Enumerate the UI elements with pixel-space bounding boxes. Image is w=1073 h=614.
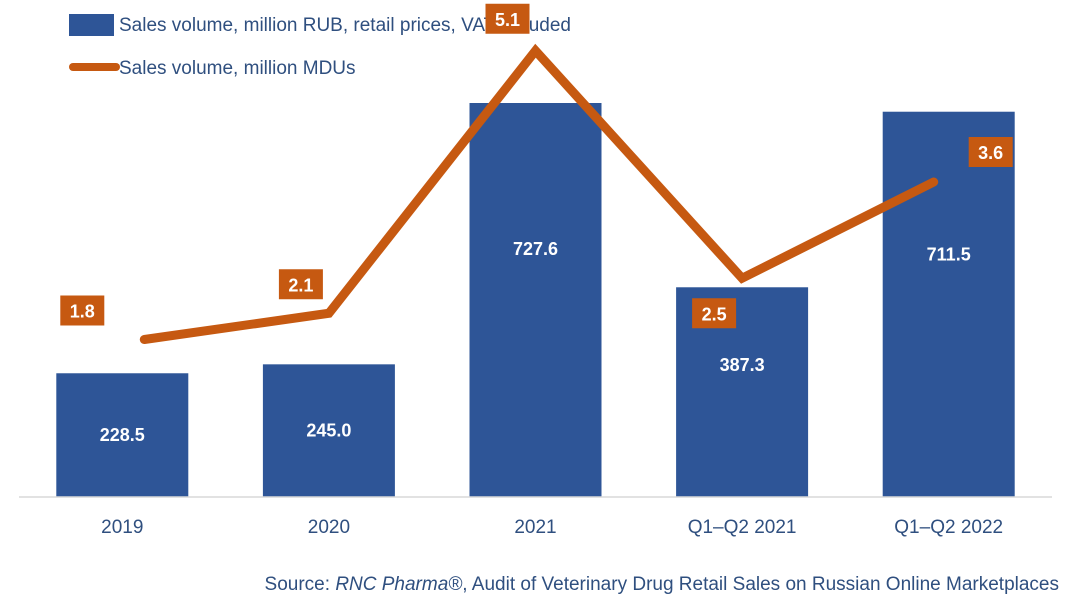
line-data-label: 5.1 [495,10,520,30]
x-ticks: 2019 2020 2021 Q1–Q2 2021 Q1–Q2 2022 [101,517,1003,538]
series-line [139,43,939,344]
legend: Sales volume, million RUB, retail prices… [69,14,571,79]
line-data-label: 1.8 [70,302,95,322]
legend-label-line: Sales volume, million MDUs [119,58,356,79]
line-labels: 1.8 2.1 5.1 2.5 3.6 [60,3,1013,329]
bars [56,103,1015,497]
bar-data-label: 387.3 [720,355,765,375]
source-prefix: Source: [264,574,336,595]
bar-labels: 228.5 245.0 727.6 387.3 711.5 [100,239,971,445]
bar [56,373,189,497]
legend-swatch-bar [69,14,114,36]
bar-data-label: 245.0 [306,421,351,441]
line-label-box [60,295,105,326]
line-label-box [692,298,737,329]
bar [469,103,602,497]
line-data-label: 2.1 [288,275,313,295]
bar [262,364,395,497]
x-tick-label: 2020 [308,517,350,538]
x-tick-label: Q1–Q2 2022 [894,517,1003,538]
source-note: Source: RNC Pharma®, Audit of Veterinary… [265,574,1059,596]
bar-data-label: 727.6 [513,239,558,259]
bar [882,111,1015,497]
x-tick-label: 2021 [514,517,556,538]
source-text: , Audit of Veterinary Drug Retail Sales … [462,574,1059,595]
line-label-box [485,3,530,34]
x-tick-label: 2019 [101,517,143,538]
legend-label-bar: Sales volume, million RUB, retail prices… [119,15,571,36]
bar-data-label: 711.5 [927,244,971,264]
line-label-box [278,269,323,300]
line-data-label: 2.5 [702,304,727,324]
x-tick-label: Q1–Q2 2021 [688,517,797,538]
line-data-label: 3.6 [978,143,1003,163]
bar-data-label: 228.5 [100,425,145,445]
source-brand: RNC Pharma® [335,574,463,595]
line-label-box [968,137,1013,167]
